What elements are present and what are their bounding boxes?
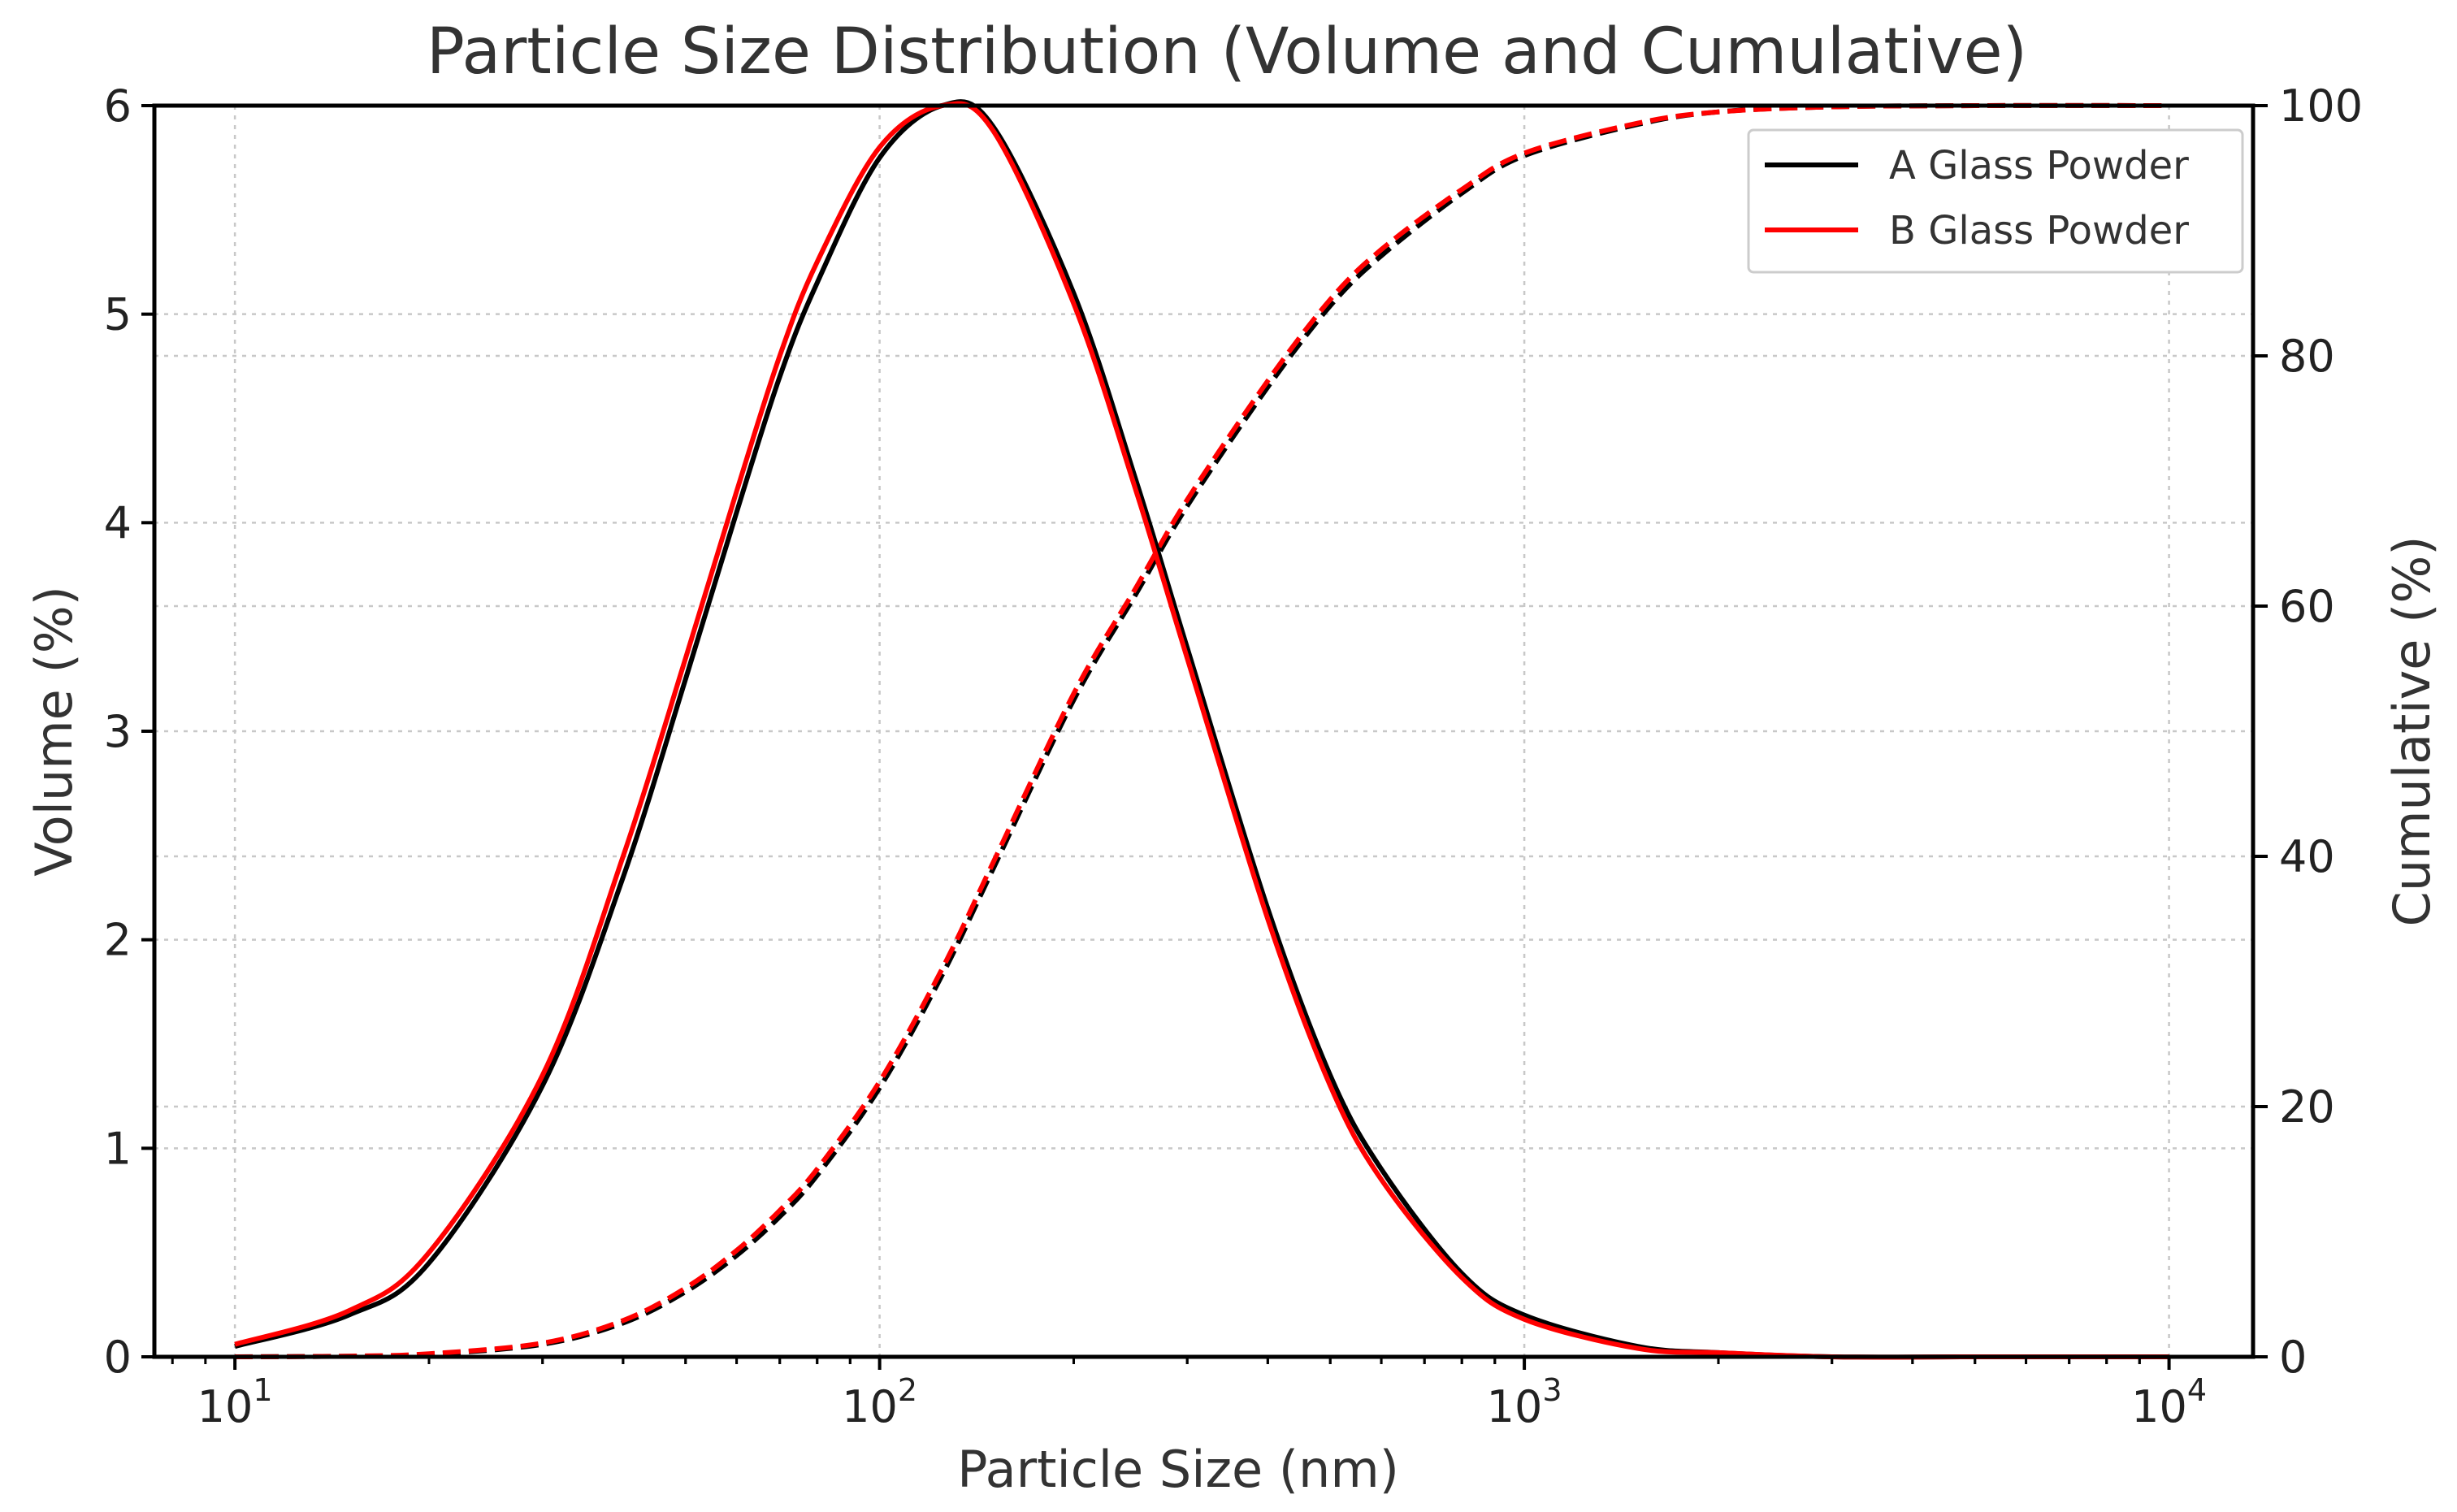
chart-title: Particle Size Distribution (Volume and C…	[427, 15, 2027, 89]
series-line-3	[235, 102, 2169, 1359]
y-axis-right: 0 20 40 60 80 100	[2253, 80, 2363, 1383]
grid	[154, 104, 2253, 1358]
series-line-1	[234, 101, 2169, 1360]
legend-label-b: B Glass Powder	[1889, 208, 2189, 253]
y2-tick-label-2: 40	[2279, 831, 2335, 882]
y-tick-label-3: 3	[104, 706, 132, 757]
y2-tick-label-3: 60	[2279, 581, 2335, 632]
y2-tick-label-1: 20	[2279, 1081, 2335, 1133]
x-axis-label: Particle Size (nm)	[957, 1440, 1399, 1499]
y-axis-left: 0 1 2 3 4 5 6	[104, 80, 154, 1383]
legend-label-a: A Glass Powder	[1889, 143, 2189, 188]
y2-tick-label-0: 0	[2279, 1332, 2307, 1383]
y-tick-label-6: 6	[104, 80, 132, 132]
series-layer	[234, 99, 2169, 1360]
y-tick-label-1: 1	[104, 1123, 132, 1174]
y2-tick-label-5: 100	[2279, 80, 2363, 132]
legend: A Glass Powder B Glass Powder	[1747, 128, 2244, 274]
y-axis-label: Volume (%)	[24, 586, 84, 877]
x-tick-label-1: 102	[842, 1372, 917, 1432]
series-line-0	[234, 99, 2169, 1360]
y2-axis-label: Cumulative (%)	[2382, 536, 2442, 927]
y-tick-label-0: 0	[104, 1332, 132, 1383]
y2-tick-label-4: 80	[2279, 331, 2335, 382]
series-line-2	[235, 102, 2169, 1359]
y-tick-label-5: 5	[104, 289, 132, 340]
legend-box	[1747, 128, 2244, 274]
x-tick-label-0: 101	[197, 1372, 273, 1432]
x-tick-label-2: 103	[1487, 1372, 1562, 1432]
y-tick-label-2: 2	[104, 915, 132, 966]
x-axis: 101 102 103 104	[171, 1357, 2207, 1432]
y-tick-label-4: 4	[104, 497, 132, 548]
x-tick-label-3: 104	[2131, 1372, 2207, 1432]
